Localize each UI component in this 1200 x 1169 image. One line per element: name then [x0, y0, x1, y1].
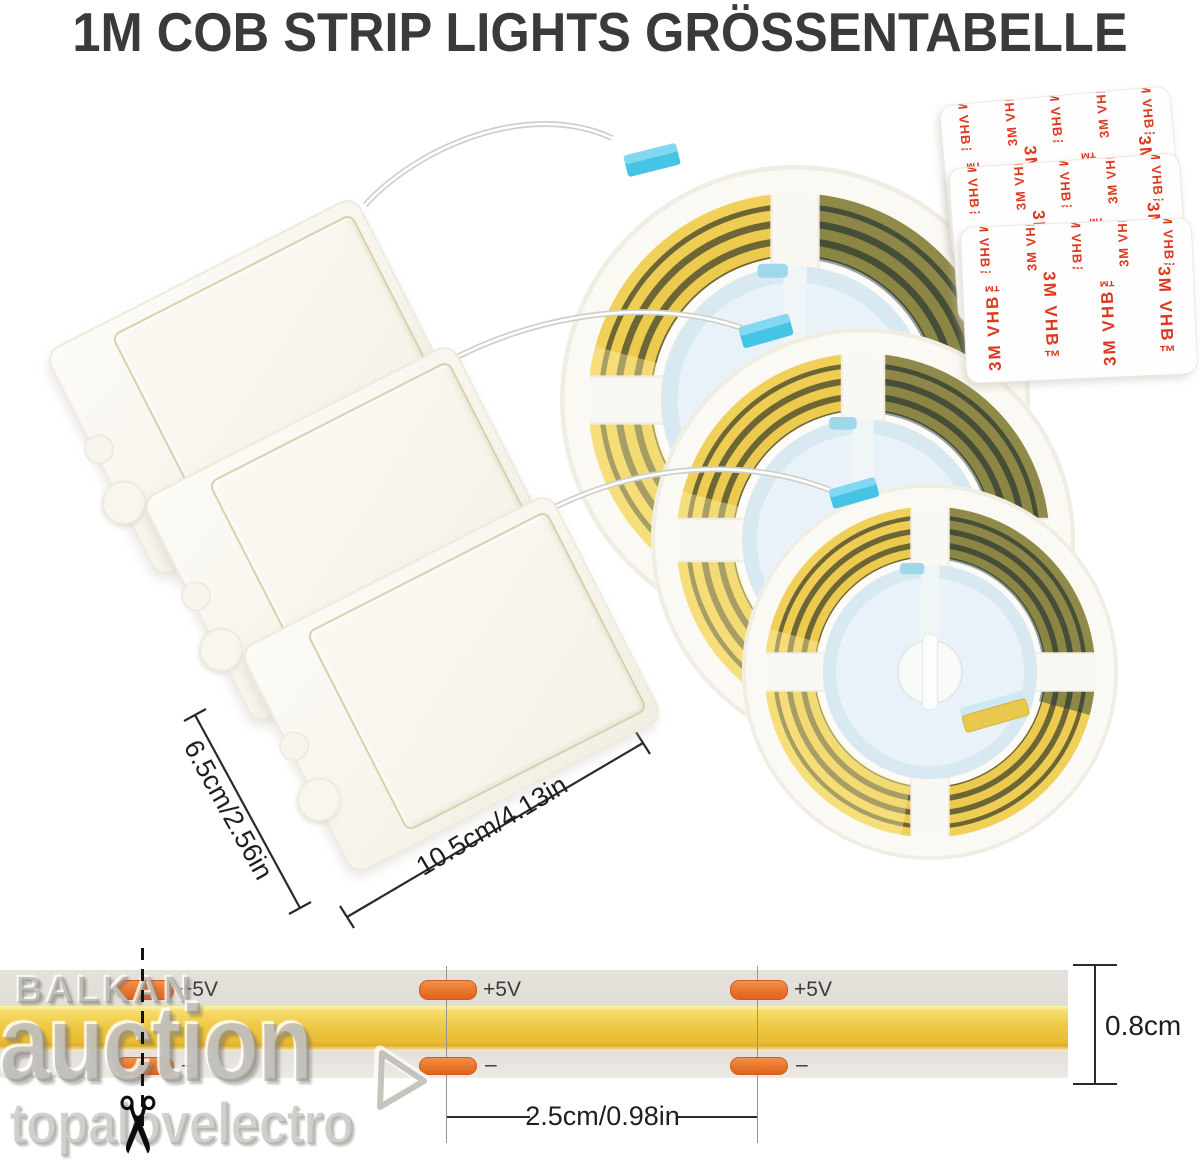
solder-pad-positive: [730, 980, 788, 1000]
negative-label: –: [796, 1053, 808, 1076]
solder-pad-positive: [419, 980, 477, 1000]
dimension-line: [447, 1116, 530, 1118]
blue-tape-2: [738, 313, 794, 349]
solder-pad-negative: [730, 1057, 788, 1075]
watermark-text-site: topalovelectro: [10, 1092, 355, 1157]
page-title: 1M COB STRIP LIGHTS GRÖSSENTABELLE: [72, 1, 1128, 63]
blue-tape-3: [828, 477, 880, 509]
cob-phosphor-band: [0, 1006, 1068, 1051]
cob-strip-cross-section: [0, 970, 1068, 1078]
blue-tape-1: [623, 143, 681, 177]
dimension-line: [1094, 965, 1096, 1085]
dimension-line: [676, 1116, 757, 1118]
strip-end-tail: [959, 690, 1030, 733]
dimension-tick: [1073, 964, 1117, 966]
reference-line: [757, 966, 758, 1143]
battery-dimension-lines: [183, 708, 651, 929]
watermark-text-auction: auction: [0, 983, 315, 1104]
cut-line: [141, 948, 144, 1126]
scissors-icon: ✂: [92, 1092, 181, 1158]
dimension-tick: [1073, 1083, 1117, 1085]
strip-height-dimension-label: 0.8cm: [1105, 1010, 1182, 1041]
positive-label: +5V: [483, 978, 521, 1001]
positive-label: +5V: [180, 978, 218, 1001]
negative-label: –: [485, 1053, 497, 1076]
negative-label: –: [182, 1053, 194, 1076]
solder-pad-negative: [116, 1057, 174, 1075]
connector-wires: [362, 121, 832, 511]
solder-pad-negative: [419, 1057, 477, 1075]
solder-pad-positive: [116, 980, 174, 1000]
watermark-text-balkan: BALKAN: [16, 970, 195, 1012]
pad-spacing-dimension-label: 2.5cm/0.98in: [525, 1101, 680, 1131]
reference-line: [446, 966, 447, 1143]
positive-label: +5V: [794, 978, 832, 1001]
